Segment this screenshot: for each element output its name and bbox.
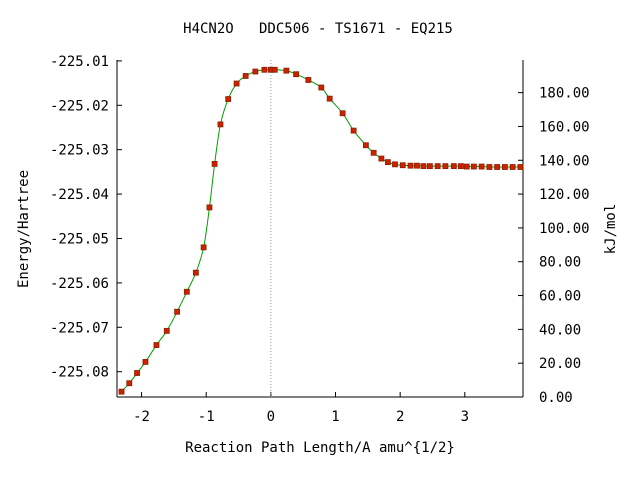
y2-tick-label-7: 140.00 xyxy=(539,153,590,169)
y-tick-label-2: -225.03 xyxy=(50,143,109,159)
data-point-20 xyxy=(283,67,290,74)
data-point-16 xyxy=(252,68,259,75)
y2-tick-label-0: 0.00 xyxy=(539,390,573,406)
energy-curve-line xyxy=(121,69,521,393)
data-point-6 xyxy=(174,308,181,315)
data-point-7 xyxy=(183,288,190,295)
data-point-28 xyxy=(370,149,377,156)
data-point-35 xyxy=(420,163,427,170)
data-point-10 xyxy=(206,204,213,211)
data-point-3 xyxy=(142,359,149,365)
data-point-47 xyxy=(509,164,516,170)
data-point-12 xyxy=(217,121,224,128)
data-point-5 xyxy=(163,327,170,334)
data-point-32 xyxy=(399,162,406,169)
data-point-0 xyxy=(118,388,125,395)
data-point-23 xyxy=(318,84,325,91)
data-point-27 xyxy=(362,142,369,149)
data-point-31 xyxy=(392,161,398,168)
right-y-axis: 0.00 20.00 40.00 60.00 80.00 100.00 120.00 140.… xyxy=(518,86,590,406)
x-tick-label-0: -2 xyxy=(133,409,150,425)
y2-tick-label-2: 40.00 xyxy=(539,322,581,338)
data-point-1 xyxy=(126,380,133,387)
y2-tick-label-4: 80.00 xyxy=(539,255,581,271)
x-tick-label-5: 3 xyxy=(461,409,469,425)
energy-data-points xyxy=(118,66,524,395)
y-tick-label-4: -225.05 xyxy=(50,231,109,247)
y-axis-label: Energy/Hartree xyxy=(16,170,32,288)
data-point-21 xyxy=(293,71,299,78)
data-point-30 xyxy=(384,159,391,166)
data-point-45 xyxy=(494,164,501,170)
data-point-37 xyxy=(434,163,441,170)
data-point-44 xyxy=(486,164,493,170)
y2-tick-label-6: 120.00 xyxy=(539,187,590,203)
y2-axis-label: kJ/mol xyxy=(603,204,619,255)
x-tick-label-4: 2 xyxy=(396,409,404,425)
y2-tick-label-9: 180.00 xyxy=(539,86,590,102)
y2-tick-label-1: 20.00 xyxy=(539,356,581,372)
data-point-39 xyxy=(450,163,457,170)
data-point-29 xyxy=(378,155,385,162)
y2-tick-label-3: 60.00 xyxy=(539,289,581,305)
y-tick-label-1: -225.02 xyxy=(50,98,109,114)
data-point-14 xyxy=(233,80,240,87)
x-axis-label: Reaction Path Length/A amu^{1/2} xyxy=(185,440,455,456)
data-point-40 xyxy=(458,163,464,170)
data-point-9 xyxy=(200,244,207,251)
data-point-17 xyxy=(261,66,268,73)
data-point-25 xyxy=(339,110,346,117)
y2-tick-label-8: 160.00 xyxy=(539,119,590,135)
y-tick-label-7: -225.08 xyxy=(50,365,109,381)
x-tick-label-2: 0 xyxy=(267,409,275,425)
data-point-46 xyxy=(501,164,508,170)
left-y-axis: -225.01 -225.02 -225.03 -225.04 -225.05 -225.… xyxy=(50,54,122,381)
data-point-4 xyxy=(153,342,160,348)
data-point-15 xyxy=(242,73,249,79)
data-point-26 xyxy=(350,127,357,134)
data-point-33 xyxy=(407,162,414,169)
x-tick-label-3: 1 xyxy=(331,409,339,425)
y-tick-label-3: -225.04 xyxy=(50,187,109,203)
y-tick-label-0: -225.01 xyxy=(50,54,109,70)
data-point-48 xyxy=(517,164,524,170)
data-point-38 xyxy=(442,163,449,170)
x-axis: -2 -1 0 1 2 3 xyxy=(133,392,469,425)
data-point-43 xyxy=(478,163,485,170)
data-point-22 xyxy=(305,77,312,83)
data-point-41 xyxy=(463,163,470,170)
data-point-2 xyxy=(134,370,140,376)
data-point-36 xyxy=(426,163,433,170)
data-point-34 xyxy=(414,162,420,169)
x-tick-label-1: -1 xyxy=(198,409,215,425)
chart-title: H4CN2O DDC506 - TS1671 - EQ215 xyxy=(183,21,453,37)
y2-tick-label-5: 100.00 xyxy=(539,221,590,237)
data-point-19 xyxy=(271,66,278,73)
data-point-8 xyxy=(192,269,199,276)
y-tick-label-6: -225.07 xyxy=(50,320,109,336)
data-point-42 xyxy=(470,163,477,170)
data-point-11 xyxy=(211,160,218,167)
data-point-13 xyxy=(225,96,232,102)
y-tick-label-5: -225.06 xyxy=(50,276,109,292)
data-point-24 xyxy=(326,95,333,102)
